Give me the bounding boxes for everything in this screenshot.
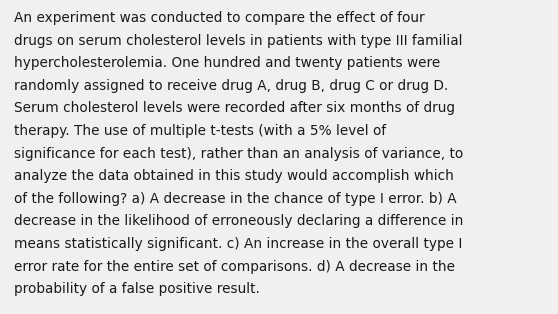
Text: hypercholesterolemia. One hundred and twenty patients were: hypercholesterolemia. One hundred and tw…	[14, 56, 440, 70]
Text: analyze the data obtained in this study would accomplish which: analyze the data obtained in this study …	[14, 169, 454, 183]
Text: decrease in the likelihood of erroneously declaring a difference in: decrease in the likelihood of erroneousl…	[14, 214, 463, 229]
Text: means statistically significant. c) An increase in the overall type I: means statistically significant. c) An i…	[14, 237, 463, 251]
Text: randomly assigned to receive drug A, drug B, drug C or drug D.: randomly assigned to receive drug A, dru…	[14, 79, 448, 93]
Text: therapy. The use of multiple t-tests (with a 5% level of: therapy. The use of multiple t-tests (wi…	[14, 124, 386, 138]
Text: Serum cholesterol levels were recorded after six months of drug: Serum cholesterol levels were recorded a…	[14, 101, 455, 116]
Text: of the following? a) A decrease in the chance of type I error. b) A: of the following? a) A decrease in the c…	[14, 192, 456, 206]
Text: error rate for the entire set of comparisons. d) A decrease in the: error rate for the entire set of compari…	[14, 260, 455, 274]
Text: significance for each test), rather than an analysis of variance, to: significance for each test), rather than…	[14, 147, 463, 161]
Text: probability of a false positive result.: probability of a false positive result.	[14, 282, 260, 296]
Text: An experiment was conducted to compare the effect of four: An experiment was conducted to compare t…	[14, 11, 425, 25]
Text: drugs on serum cholesterol levels in patients with type III familial: drugs on serum cholesterol levels in pat…	[14, 34, 463, 48]
